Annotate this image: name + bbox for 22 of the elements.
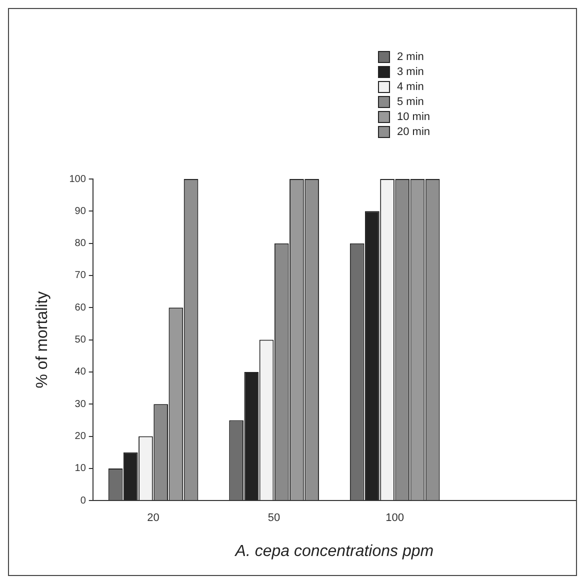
y-tick-label: 80 — [74, 238, 86, 250]
y-tick-label: 50 — [74, 334, 86, 346]
y-axis-title: % of mortality — [34, 291, 52, 388]
y-tick-label: 100 — [69, 174, 86, 185]
x-tick-label: 20 — [147, 512, 160, 524]
legend-label: 5 min — [397, 96, 424, 108]
y-tick-label: 10 — [74, 463, 86, 474]
legend-label: 3 min — [397, 66, 424, 78]
y-tick-label: 70 — [74, 270, 86, 282]
y-tick-label: 90 — [74, 206, 86, 217]
legend-label: 2 min — [397, 50, 424, 62]
x-tick-label: 100 — [386, 512, 404, 524]
legend-label: 20 min — [397, 126, 430, 138]
y-tick-label: 30 — [74, 398, 86, 410]
legend-label: 10 min — [397, 110, 430, 122]
x-axis-title: A. cepa concentrations ppm — [234, 542, 434, 560]
x-tick-label: 50 — [268, 512, 280, 524]
y-tick-label: 0 — [80, 495, 86, 506]
y-tick-label: 60 — [74, 302, 86, 314]
y-tick-label: 40 — [74, 366, 86, 378]
y-tick-label: 20 — [74, 431, 86, 442]
legend-label: 4 min — [397, 80, 424, 92]
